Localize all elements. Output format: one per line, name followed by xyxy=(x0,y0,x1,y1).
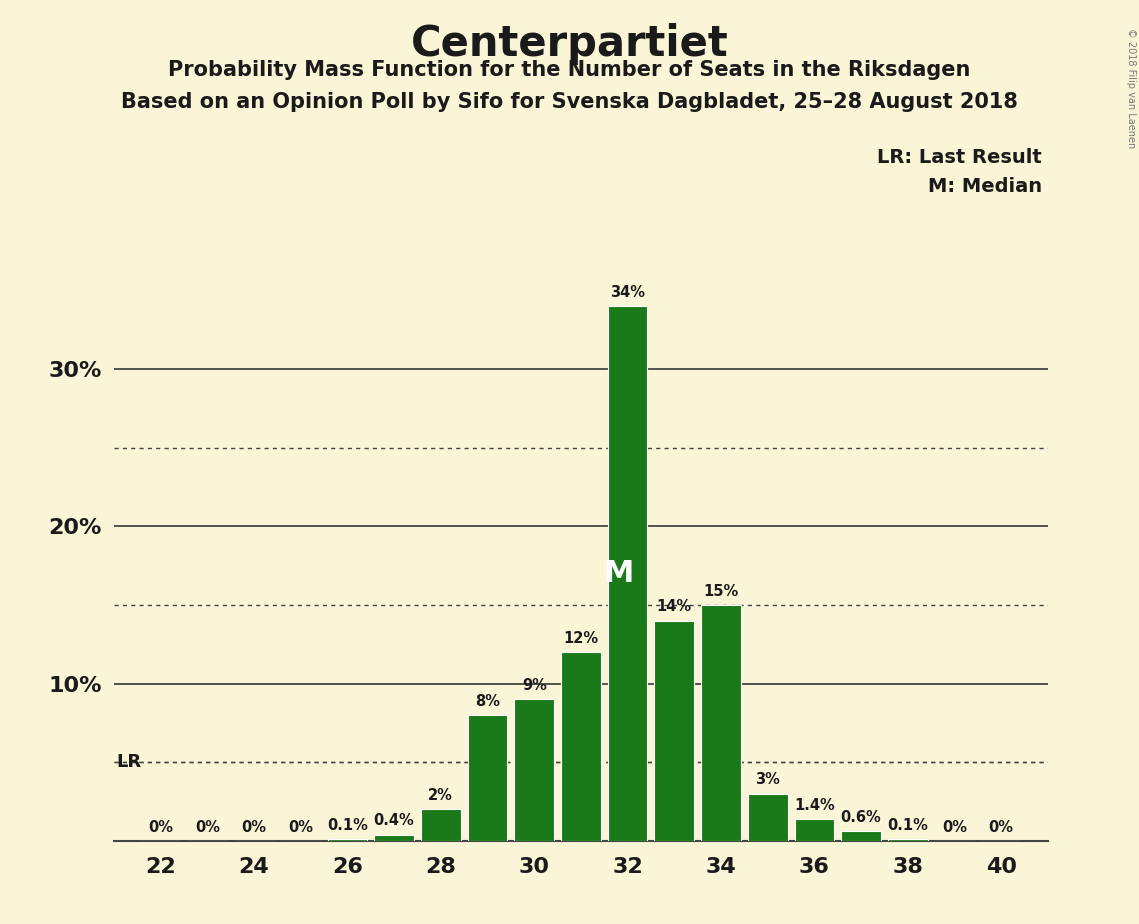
Bar xyxy=(328,839,367,841)
Bar xyxy=(842,832,880,841)
Text: 2%: 2% xyxy=(428,788,453,803)
Text: LR: LR xyxy=(116,753,141,772)
Text: LR: Last Result: LR: Last Result xyxy=(877,148,1042,167)
Text: 1.4%: 1.4% xyxy=(794,797,835,812)
Text: Probability Mass Function for the Number of Seats in the Riksdagen: Probability Mass Function for the Number… xyxy=(169,60,970,80)
Text: 0.6%: 0.6% xyxy=(841,810,882,825)
Text: 0%: 0% xyxy=(989,820,1014,834)
Bar xyxy=(888,839,927,841)
Text: Based on an Opinion Poll by Sifo for Svenska Dagbladet, 25–28 August 2018: Based on an Opinion Poll by Sifo for Sve… xyxy=(121,92,1018,113)
Text: 0%: 0% xyxy=(195,820,220,834)
Text: Centerpartiet: Centerpartiet xyxy=(411,23,728,65)
Bar xyxy=(421,809,460,841)
Text: M: M xyxy=(603,559,633,588)
Text: 8%: 8% xyxy=(475,694,500,709)
Text: 0%: 0% xyxy=(942,820,967,834)
Text: 0.4%: 0.4% xyxy=(374,813,415,828)
Bar xyxy=(468,715,507,841)
Text: 0%: 0% xyxy=(288,820,313,834)
Text: © 2018 Filip van Laenen: © 2018 Filip van Laenen xyxy=(1126,28,1136,148)
Text: 0%: 0% xyxy=(148,820,173,834)
Bar xyxy=(795,819,834,841)
Text: 3%: 3% xyxy=(755,772,780,787)
Text: 34%: 34% xyxy=(611,285,645,299)
Bar xyxy=(562,652,600,841)
Text: 0.1%: 0.1% xyxy=(327,818,368,833)
Text: 15%: 15% xyxy=(704,584,738,599)
Text: 0%: 0% xyxy=(241,820,267,834)
Text: M: Median: M: Median xyxy=(928,177,1042,197)
Bar xyxy=(515,699,554,841)
Bar xyxy=(748,794,787,841)
Bar xyxy=(608,306,647,841)
Text: 0.1%: 0.1% xyxy=(887,818,928,833)
Bar xyxy=(655,621,694,841)
Text: 14%: 14% xyxy=(657,600,691,614)
Bar xyxy=(702,605,740,841)
Text: 9%: 9% xyxy=(522,678,547,693)
Bar xyxy=(375,834,413,841)
Text: 12%: 12% xyxy=(564,631,598,646)
